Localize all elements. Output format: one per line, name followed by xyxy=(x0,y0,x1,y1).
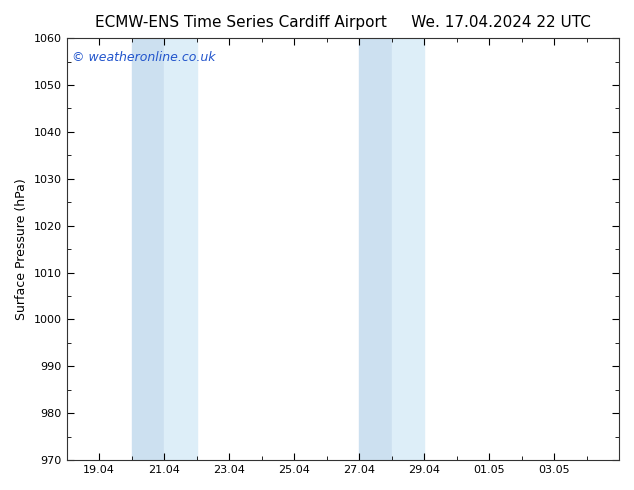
Title: ECMW-ENS Time Series Cardiff Airport     We. 17.04.2024 22 UTC: ECMW-ENS Time Series Cardiff Airport We.… xyxy=(95,15,591,30)
Bar xyxy=(392,38,424,460)
Text: © weatheronline.co.uk: © weatheronline.co.uk xyxy=(72,51,216,64)
Bar xyxy=(131,38,164,460)
Y-axis label: Surface Pressure (hPa): Surface Pressure (hPa) xyxy=(15,178,28,320)
Bar xyxy=(359,38,392,460)
Bar xyxy=(164,38,197,460)
